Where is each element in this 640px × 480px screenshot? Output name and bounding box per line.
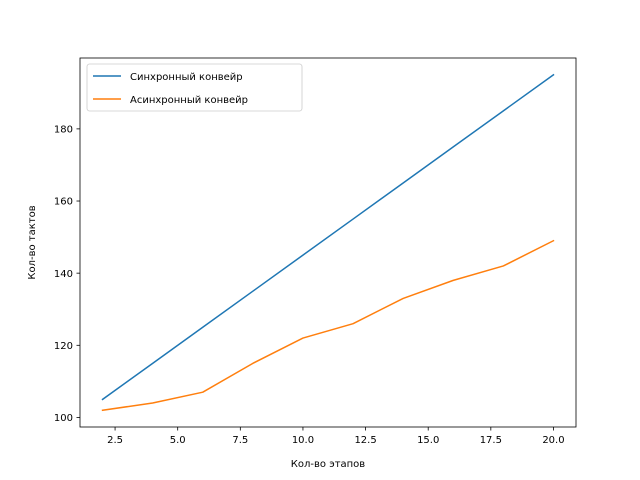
y-tick-label: 180 bbox=[54, 124, 73, 135]
legend-box bbox=[86, 63, 303, 112]
y-tick-label: 140 bbox=[54, 269, 73, 280]
legend-label-1: Синхронный конвейр bbox=[130, 72, 243, 83]
plot-area-frame bbox=[79, 57, 577, 428]
x-tick-label: 12.5 bbox=[354, 435, 376, 446]
legend-label-2: Асинхронный конвейр bbox=[130, 95, 248, 106]
x-axis: 2.5 5.0 7.5 10.0 12.5 15.0 17.5 20.0 bbox=[107, 427, 565, 446]
x-tick-label: 20.0 bbox=[542, 435, 564, 446]
plot-area-background bbox=[80, 58, 576, 427]
y-tick-label: 160 bbox=[54, 197, 73, 208]
y-tick-label: 120 bbox=[54, 341, 73, 352]
y-tick-label: 100 bbox=[54, 413, 73, 424]
x-tick-label: 15.0 bbox=[417, 435, 439, 446]
legend: Синхронный конвейр Асинхронный конвейр bbox=[86, 63, 303, 112]
x-tick-label: 2.5 bbox=[107, 435, 123, 446]
series-line-1 bbox=[101, 73, 555, 401]
series-line-2 bbox=[101, 239, 555, 412]
x-tick-label: 10.0 bbox=[292, 435, 314, 446]
x-tick-label: 17.5 bbox=[480, 435, 502, 446]
x-axis-label: Кол-во этапов bbox=[291, 459, 366, 470]
x-tick-label: 5.0 bbox=[170, 435, 186, 446]
y-axis: 100 120 140 160 180 bbox=[54, 124, 80, 424]
x-tick-label: 7.5 bbox=[232, 435, 248, 446]
y-axis-label: Кол-во тактов bbox=[27, 205, 38, 279]
series-layer bbox=[101, 73, 555, 412]
